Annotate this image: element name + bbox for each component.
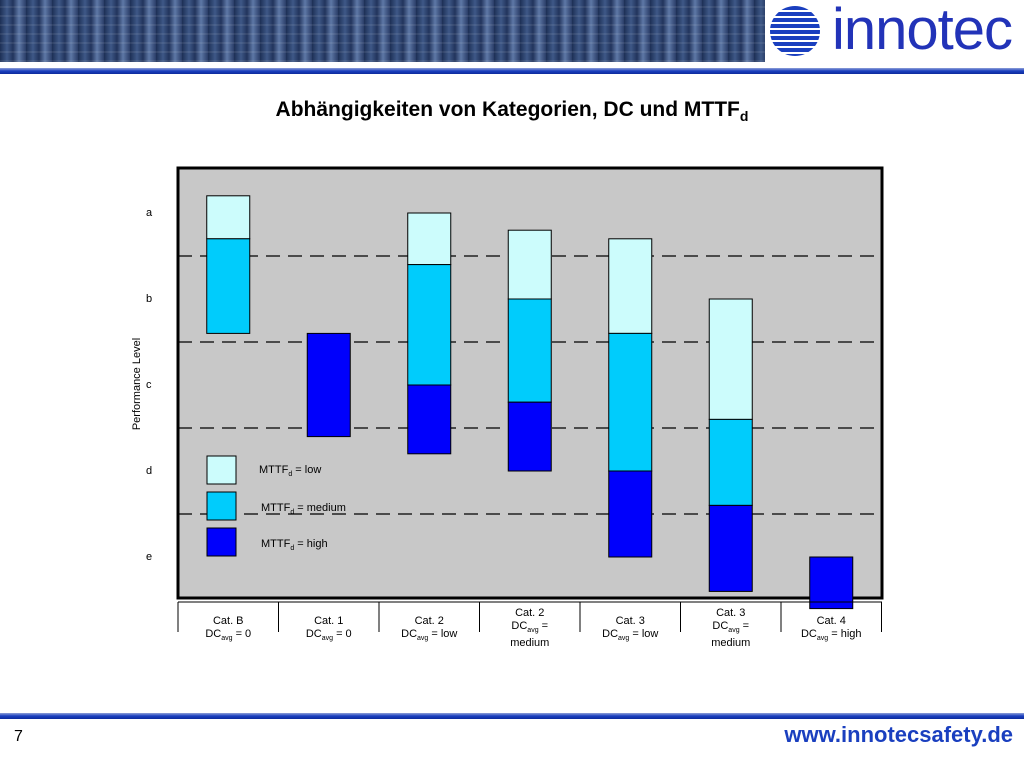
header-divider bbox=[0, 68, 1024, 74]
bar-cat4-medium bbox=[507, 298, 552, 403]
bar-cat4-low bbox=[507, 229, 552, 300]
x-tick-label-cat-7: Cat. 4 DCavg = high bbox=[800, 615, 862, 643]
legend-swatch-low bbox=[206, 455, 237, 485]
logo-text: innotec bbox=[832, 0, 1013, 62]
legend-label-low: MTTFd = low bbox=[259, 464, 322, 479]
bar-cat6-high bbox=[708, 504, 753, 592]
x-tick-label-cat-5: Cat. 3 DCavg = low bbox=[602, 615, 659, 643]
x-tick-label-cat-3: Cat. 2 DCavg = low bbox=[401, 615, 458, 643]
bar-cat6-low bbox=[708, 298, 753, 420]
x-tick-label-cat-2: Cat. 1 DCavg = 0 bbox=[305, 615, 352, 643]
y-tick-label-a: a bbox=[146, 207, 153, 219]
legend-swatch-medium bbox=[206, 491, 237, 521]
website-link[interactable]: www.innotecsafety.de bbox=[784, 722, 1013, 747]
slide-number: 7 bbox=[14, 728, 23, 745]
legend-label-medium: MTTFd = medium bbox=[261, 502, 346, 517]
bar-cat1-medium bbox=[206, 238, 251, 334]
y-tick-label-b: b bbox=[146, 293, 153, 305]
bar-cat3-medium bbox=[407, 264, 452, 386]
y-axis-title: Performance Level bbox=[131, 337, 143, 431]
x-tick-label-cat-4: Cat. 2 DCavg = medium bbox=[510, 607, 550, 650]
bar-cat6-medium bbox=[708, 418, 753, 506]
bar-cat5-medium bbox=[608, 332, 653, 472]
bar-cat7-high bbox=[809, 556, 854, 610]
page-title: Abhängigkeiten von Kategorien, DC und MT… bbox=[275, 98, 749, 124]
x-tick-label-cat-6: Cat. 3 DCavg = medium bbox=[711, 607, 751, 650]
y-tick-label-c: c bbox=[146, 379, 152, 391]
footer-divider bbox=[0, 713, 1024, 719]
bar-cat5-high bbox=[608, 470, 653, 558]
x-tick-label-cat-1: Cat. B DCavg = 0 bbox=[205, 615, 252, 643]
bar-cat4-high bbox=[507, 401, 552, 472]
bar-cat1-low bbox=[206, 195, 251, 240]
header-banner-image bbox=[0, 0, 765, 62]
y-tick-label-d: d bbox=[146, 465, 153, 477]
innotec-logo-icon bbox=[770, 6, 820, 56]
legend-swatch-high bbox=[206, 527, 237, 557]
bar-cat5-low bbox=[608, 238, 653, 334]
legend-label-high: MTTFd = high bbox=[261, 538, 328, 553]
bar-cat3-high bbox=[407, 384, 452, 455]
y-tick-label-e: e bbox=[146, 551, 153, 563]
bar-cat3-low bbox=[407, 212, 452, 266]
bar-cat2-high bbox=[306, 332, 351, 438]
